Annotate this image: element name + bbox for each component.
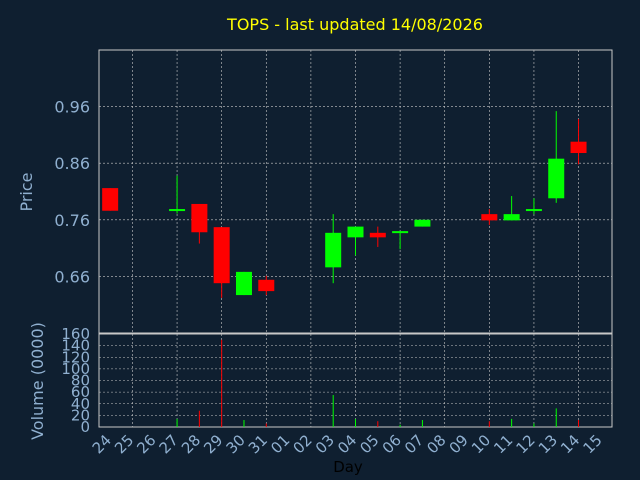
price-tick-label: 0.96 <box>54 98 90 117</box>
volume-axis-label: Volume (0000) <box>28 322 47 440</box>
volume-tick-label: 60 <box>71 383 90 401</box>
volume-tick-label: 0 <box>80 418 90 436</box>
candle-body <box>169 209 186 212</box>
volume-tick-label: 160 <box>61 325 90 343</box>
price-grid <box>99 50 612 333</box>
volume-bars <box>176 339 580 427</box>
candle-body <box>548 158 565 199</box>
volume-tick-label: 120 <box>61 348 90 366</box>
price-tick-label: 0.66 <box>54 267 90 286</box>
price-plot-frame <box>98 49 613 334</box>
candle-body <box>525 209 542 212</box>
volume-grid <box>99 334 612 427</box>
candle-body <box>258 279 275 292</box>
candle-body <box>102 188 119 211</box>
volume-tick-label: 100 <box>61 360 90 378</box>
chart-title: TOPS - last updated 14/08/2026 <box>226 15 483 34</box>
x-tick-labels: 2425262728293031010203040506070809101112… <box>89 431 606 457</box>
volume-tick-label: 40 <box>71 395 90 413</box>
candle-body <box>191 203 208 233</box>
x-axis-label: Day <box>333 458 363 476</box>
candle-body <box>369 232 386 238</box>
price-tick-label: 0.86 <box>54 154 90 173</box>
price-tick-labels: 0.66 0.76 0.86 0.96 <box>54 98 90 287</box>
candle-body <box>213 227 230 284</box>
price-tick-label: 0.76 <box>54 211 90 230</box>
candle-body <box>570 141 587 154</box>
candle-body <box>235 271 252 296</box>
candle-body <box>481 214 498 221</box>
candle-body <box>503 214 520 221</box>
candle-body <box>414 219 431 227</box>
candle-body <box>347 226 364 238</box>
price-axis-label: Price <box>17 172 36 211</box>
candles <box>102 111 587 298</box>
candle-body <box>325 232 342 268</box>
candle-body <box>392 231 409 234</box>
volume-tick-label: 140 <box>61 337 90 355</box>
volume-tick-label: 20 <box>71 406 90 424</box>
volume-tick-label: 80 <box>71 372 90 390</box>
